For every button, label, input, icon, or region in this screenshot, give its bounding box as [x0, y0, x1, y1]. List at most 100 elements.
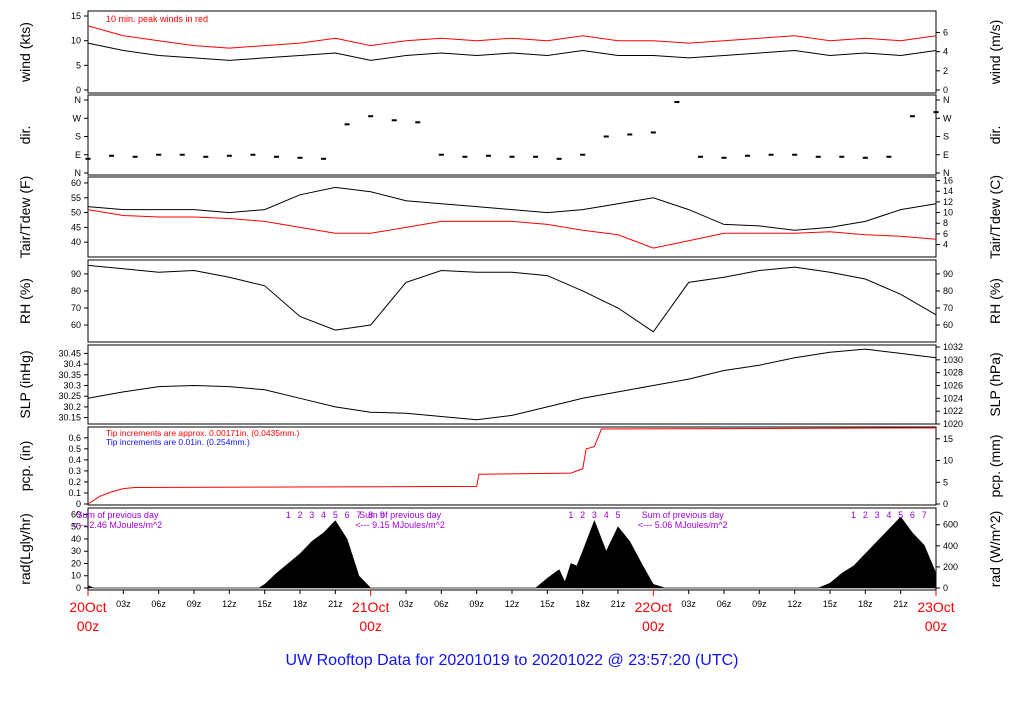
pressure-ytick-label-right: 1022: [943, 406, 963, 416]
direction-point: [344, 123, 350, 126]
temperature-ytick-label-right: 8: [943, 218, 948, 228]
pressure-ytick-label-right: 1020: [943, 419, 963, 429]
footer-title: UW Rooftop Data for 20201019 to 20201022…: [286, 652, 739, 669]
rh-ytick-label-right: 80: [943, 286, 953, 296]
pressure-frame: [87, 344, 937, 425]
x-hour-tick-label: 15z: [257, 599, 272, 609]
radiation-ytick-label-right: 400: [943, 541, 958, 551]
direction-point: [674, 101, 680, 104]
radiation-ytick-label-right: 200: [943, 562, 958, 572]
direction-point: [109, 154, 115, 157]
precipitation-ytick-label-left: 0.2: [68, 477, 81, 487]
radiation-hour-mark: 7: [922, 510, 927, 520]
direction-point: [226, 154, 232, 157]
precipitation-series-0: [87, 427, 937, 505]
pressure-ytick-label-right: 1024: [943, 393, 963, 403]
wind-ytick-label-left: 0: [76, 85, 81, 95]
wind-ytick-label-left: 10: [71, 36, 81, 46]
pressure-ytick-label-left: 30.45: [58, 348, 81, 358]
direction-point: [415, 121, 421, 124]
x-hour-tick-label: 06z: [434, 599, 449, 609]
rh-frame: [87, 259, 937, 343]
direction-point: [132, 155, 138, 158]
precipitation-annotation-1: Tip increments are 0.01in. (0.254mm.): [106, 437, 250, 447]
direction-ylabel-right: dir.: [987, 126, 1003, 145]
x-hour-tick-label: 06z: [717, 599, 732, 609]
x-day-date: 21Oct: [352, 599, 389, 615]
radiation-hour-mark: 5: [615, 510, 620, 520]
direction-ytick-label-right: E: [943, 150, 949, 160]
radiation-hour-mark: 2: [863, 510, 868, 520]
direction-point: [839, 155, 845, 158]
precipitation-ylabel-right: pcp. (mm): [987, 435, 1003, 498]
direction-point: [179, 153, 185, 156]
x-day-date: 20Oct: [69, 599, 106, 615]
direction-point: [297, 156, 303, 159]
precipitation-ytick-label-left: 0.1: [68, 488, 81, 498]
rh-ylabel-left: RH (%): [17, 278, 33, 324]
wind-ylabel-right: wind (m/s): [987, 20, 1003, 86]
pressure-ylabel-left: SLP (inHg): [17, 350, 33, 418]
x-hour-tick-label: 12z: [505, 599, 520, 609]
radiation-hour-mark: 4: [321, 510, 326, 520]
wind-ytick-label-right: 0: [943, 85, 948, 95]
temperature-ytick-label-left: 60: [71, 178, 81, 188]
radiation-ytick-label-left: 0: [76, 583, 81, 593]
direction-point: [556, 157, 562, 160]
direction-ytick-label-left: W: [73, 113, 82, 123]
radiation-summary-title: Sum of previous day: [76, 510, 159, 520]
pressure-ytick-label-left: 30.25: [58, 391, 81, 401]
direction-point: [627, 133, 633, 136]
wind-series-peak: [87, 25, 937, 49]
precipitation-frame: [87, 426, 937, 506]
temperature-ytick-label-left: 50: [71, 208, 81, 218]
pressure-ytick-label-right: 1032: [943, 342, 963, 352]
x-hour-tick-label: 15z: [540, 599, 555, 609]
radiation-hour-mark: 4: [886, 510, 891, 520]
direction-ytick-label-left: E: [75, 150, 81, 160]
x-hour-tick-label: 18z: [858, 599, 873, 609]
x-day-hour: 00z: [925, 618, 948, 634]
x-hour-tick-label: 03z: [116, 599, 131, 609]
rh-series-0: [87, 264, 937, 333]
temperature-ylabel-left: Tair/Tdew (F): [17, 176, 33, 258]
temperature-series-Tdew: [87, 209, 937, 249]
precipitation-ytick-label-right: 10: [943, 456, 953, 466]
radiation-hour-mark: 6: [910, 510, 915, 520]
radiation-hour-mark: 3: [309, 510, 314, 520]
radiation-summary-value: <--- 9.15 MJoules/m^2: [355, 520, 445, 530]
pressure-ytick-label-left: 30.4: [63, 359, 81, 369]
pressure-ytick-label-right: 1026: [943, 381, 963, 391]
pressure-ytick-label-right: 1030: [943, 355, 963, 365]
temperature-ytick-label-right: 16: [943, 176, 953, 186]
radiation-hour-mark: 1: [568, 510, 573, 520]
direction-ytick-label-right: W: [943, 113, 952, 123]
x-hour-tick-label: 21z: [328, 599, 343, 609]
direction-point: [745, 154, 751, 157]
temperature-ytick-label-right: 4: [943, 240, 948, 250]
direction-ytick-label-left: N: [75, 168, 82, 178]
direction-point: [273, 155, 279, 158]
direction-point: [580, 153, 586, 156]
direction-ytick-label-right: N: [943, 95, 950, 105]
direction-point: [85, 157, 91, 160]
pressure-ytick-label-left: 30.3: [63, 381, 81, 391]
x-hour-tick-label: 09z: [469, 599, 484, 609]
rh-ytick-label-left: 80: [71, 286, 81, 296]
temperature-ytick-label-right: 6: [943, 229, 948, 239]
wind-ytick-label-left: 5: [76, 60, 81, 70]
radiation-hour-mark: 3: [875, 510, 880, 520]
direction-point: [368, 115, 374, 118]
radiation-ylabel-right: rad (W/m^2): [987, 511, 1003, 588]
x-day-hour: 00z: [359, 618, 382, 634]
x-day-hour: 00z: [77, 618, 100, 634]
direction-point: [862, 156, 868, 159]
precipitation-ytick-label-left: 0.3: [68, 466, 81, 476]
rh-ylabel-right: RH (%): [987, 278, 1003, 324]
pressure-ytick-label-left: 30.35: [58, 370, 81, 380]
direction-ytick-label-right: S: [943, 132, 949, 142]
precipitation-annotation-0: Tip increments are approx. 0.00171in. (0…: [106, 428, 300, 438]
radiation-ytick-label-left: 60: [71, 509, 81, 519]
direction-point: [462, 155, 468, 158]
